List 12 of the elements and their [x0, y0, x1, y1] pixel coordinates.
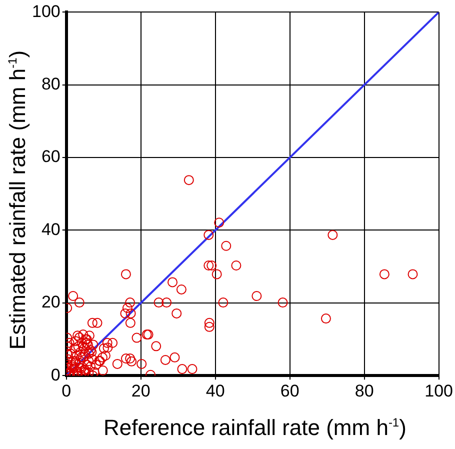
y-tick-label: 0	[50, 365, 60, 384]
y-tick-label: 20	[41, 292, 60, 312]
x-tick-label: 40	[206, 381, 225, 400]
x-axis-title: Reference rainfall rate (mm h$^{-1}$)	[102, 415, 408, 441]
y-tick-label: 60	[41, 147, 60, 166]
x-tick-label: 80	[354, 381, 374, 400]
x-tick-label: 60	[280, 381, 300, 400]
x-tick-label: 20	[131, 381, 150, 400]
y-tick-label: 100	[32, 2, 60, 21]
x-tick-label: 100	[424, 381, 454, 400]
y-tick-label: 80	[41, 74, 60, 94]
y-tick-label: 40	[41, 220, 60, 239]
